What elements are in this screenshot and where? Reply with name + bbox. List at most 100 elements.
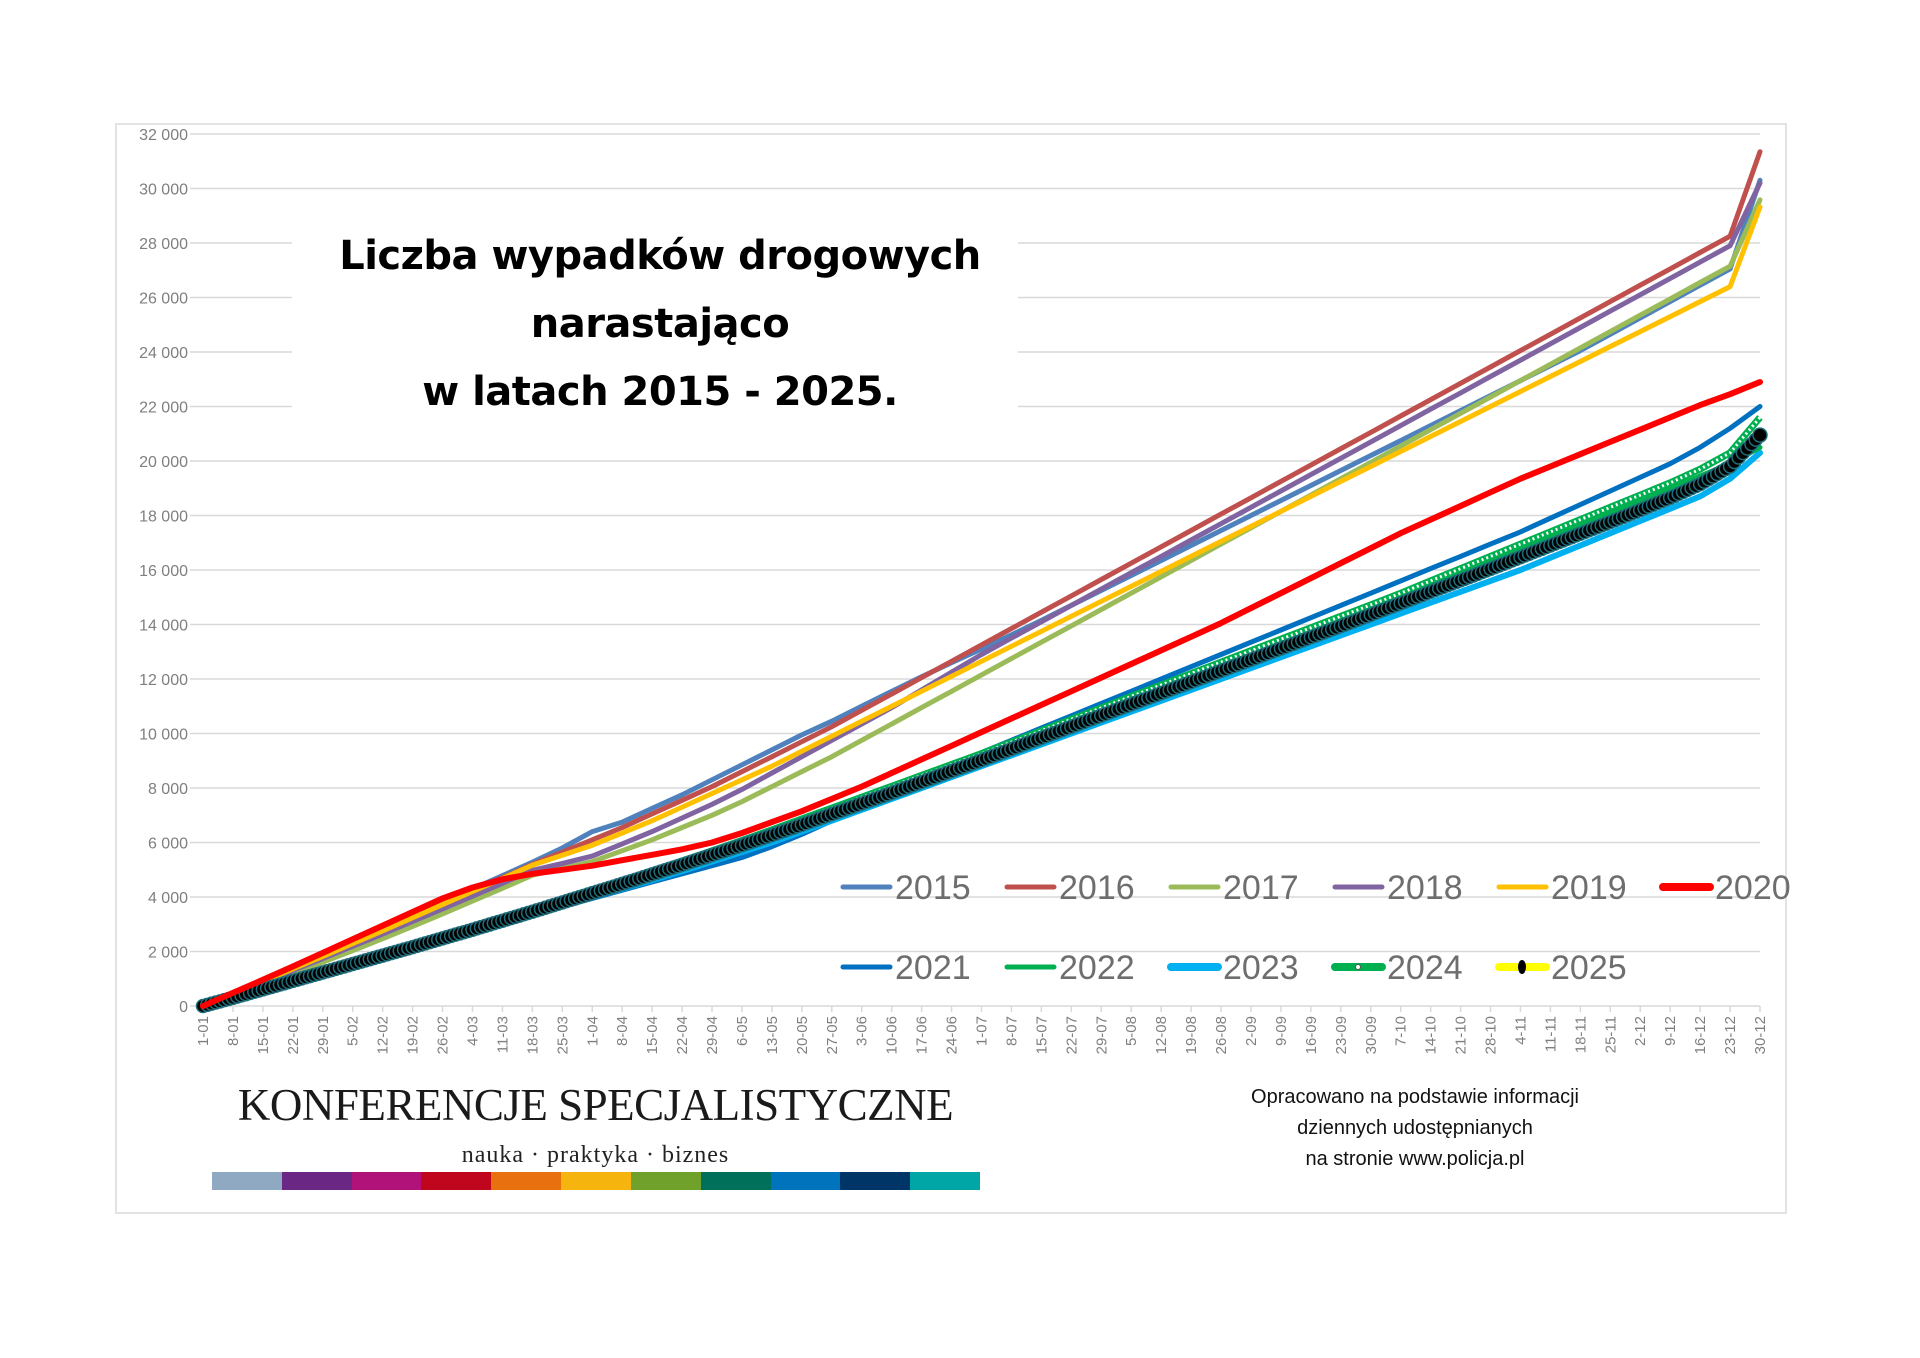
x-tick-label: 11-11	[1542, 1016, 1559, 1052]
x-axis-labels: 1-01 8-01 15-01 22-01 29-01 5-02 12-02 19-02 26-…	[195, 1016, 1769, 1054]
x-tick-label: 8-07	[1003, 1016, 1020, 1046]
x-tick-label: 27-05	[824, 1016, 841, 1054]
x-tick-label: 9-09	[1273, 1016, 1290, 1046]
x-tick-label: 1-07	[974, 1016, 991, 1046]
y-tick-label: 14 000	[139, 618, 188, 635]
logo-name: KONFERENCJE SPECJALISTYCZNE	[237, 1080, 954, 1130]
y-tick-label: 22 000	[139, 400, 188, 417]
legend-item-2020: 2020	[1659, 869, 1791, 907]
legend-label: 2024	[1387, 949, 1463, 987]
y-tick-label: 32 000	[139, 127, 188, 144]
legend-marker	[1355, 964, 1361, 970]
x-tick-label: 17-06	[914, 1016, 931, 1054]
x-tick-label: 10-06	[884, 1016, 901, 1054]
legend: 2015 2016 2017 2018 2019 2020 2021 2022 2023 2024…	[840, 869, 1791, 987]
logo-color-segment	[281, 1172, 352, 1190]
x-tick-label: 12-08	[1153, 1016, 1170, 1054]
legend-label: 2019	[1551, 869, 1627, 907]
legend-label: 2022	[1059, 949, 1135, 987]
chart-title: Liczba wypadków drogowych narastająco w …	[290, 222, 1030, 426]
legend-label: 2017	[1223, 869, 1299, 907]
x-tick-label: 18-11	[1572, 1016, 1589, 1053]
x-tick-label: 23-12	[1722, 1016, 1739, 1054]
legend-item-2021: 2021	[840, 949, 971, 987]
x-tick-label: 1-01	[195, 1016, 212, 1046]
x-tick-label: 29-01	[315, 1016, 332, 1054]
x-tick-label: 5-08	[1123, 1016, 1140, 1046]
title-background	[292, 220, 1018, 430]
source-line-2: dziennych udostępnianych	[1297, 1117, 1533, 1139]
logo-color-segment	[421, 1172, 492, 1190]
source-note: Opracowano na podstawie informacji dzien…	[1190, 1082, 1640, 1175]
x-tick-label: 22-01	[285, 1016, 302, 1054]
x-tick-label: 11-03	[494, 1016, 511, 1053]
logo-color-segment	[770, 1172, 841, 1190]
legend-item-2016: 2016	[1004, 869, 1135, 907]
x-tick-label: 26-08	[1213, 1016, 1230, 1054]
legend-item-2022: 2022	[1004, 949, 1135, 987]
x-tick-label: 19-08	[1183, 1016, 1200, 1054]
series-2017-line	[200, 197, 1763, 1009]
logo-color-segment	[840, 1172, 911, 1190]
x-tick-label: 5-02	[345, 1016, 362, 1046]
logo-color-segment	[700, 1172, 771, 1190]
logo-color-bar	[212, 1172, 980, 1190]
legend-label: 2015	[895, 869, 971, 907]
x-tick-label: 29-04	[704, 1016, 721, 1054]
x-tick-label: 6-05	[734, 1016, 751, 1046]
logo-color-segment	[351, 1172, 422, 1190]
legend-marker	[1518, 960, 1526, 974]
x-tick-label: 19-02	[405, 1016, 422, 1054]
legend-item-2023: 2023	[1167, 949, 1299, 987]
series-2019-line	[200, 204, 1763, 1009]
x-tick-label: 20-05	[794, 1016, 811, 1054]
x-tick-label: 1-04	[584, 1016, 601, 1046]
y-tick-label: 2 000	[148, 945, 188, 962]
y-tick-label: 4 000	[148, 890, 188, 907]
y-tick-label: 8 000	[148, 781, 188, 798]
x-tick-label: 14-10	[1423, 1016, 1440, 1054]
y-tick-label: 16 000	[139, 563, 188, 580]
y-tick-label: 0	[179, 999, 188, 1016]
x-tick-label: 30-12	[1752, 1016, 1769, 1054]
x-tick-label: 8-01	[225, 1016, 242, 1046]
title-line-1: Liczba wypadków drogowych	[339, 233, 981, 279]
x-tick-label: 3-06	[854, 1016, 871, 1046]
logo: KONFERENCJE SPECJALISTYCZNE nauka · prak…	[208, 1080, 983, 1169]
x-tick-label: 23-09	[1333, 1016, 1350, 1054]
logo-color-segment	[630, 1172, 701, 1190]
x-tick-label: 16-12	[1692, 1016, 1709, 1054]
x-tick-label: 4-11	[1512, 1016, 1529, 1045]
y-tick-label: 6 000	[148, 836, 188, 853]
y-tick-label: 18 000	[139, 509, 188, 526]
logo-tagline: nauka · praktyka · biznes	[461, 1142, 730, 1168]
x-tick-label: 12-02	[375, 1016, 392, 1054]
legend-label: 2020	[1715, 869, 1791, 907]
logo-color-segment	[491, 1172, 562, 1190]
x-tick-label: 9-12	[1662, 1016, 1679, 1046]
x-tick-label: 22-07	[1063, 1016, 1080, 1054]
x-tick-label: 25-03	[554, 1016, 571, 1054]
x-tick-label: 4-03	[464, 1016, 481, 1046]
x-tick-label: 22-04	[674, 1016, 691, 1054]
series-2025-marker	[1752, 427, 1768, 443]
source-line-3: na stronie www.policja.pl	[1305, 1148, 1525, 1170]
legend-item-2019: 2019	[1496, 869, 1627, 907]
x-tick-label: 30-09	[1363, 1016, 1380, 1054]
y-tick-label: 24 000	[139, 345, 188, 362]
x-tick-label: 26-02	[435, 1016, 452, 1054]
x-tick-label: 15-04	[644, 1016, 661, 1054]
title-line-2: narastająco	[530, 301, 790, 347]
legend-item-2024: 2024	[1331, 949, 1463, 987]
legend-item-2018: 2018	[1332, 869, 1463, 907]
x-tick-label: 2-12	[1632, 1016, 1649, 1046]
series-2025-line	[202, 433, 1762, 1008]
logo-color-segment	[212, 1172, 282, 1190]
y-tick-label: 26 000	[139, 291, 188, 308]
x-tick-label: 18-03	[524, 1016, 541, 1054]
x-tick-label: 24-06	[944, 1016, 961, 1054]
title-line-3: w latach 2015 - 2025.	[422, 369, 898, 415]
logo-color-segment	[910, 1172, 980, 1190]
legend-label: 2018	[1387, 869, 1463, 907]
